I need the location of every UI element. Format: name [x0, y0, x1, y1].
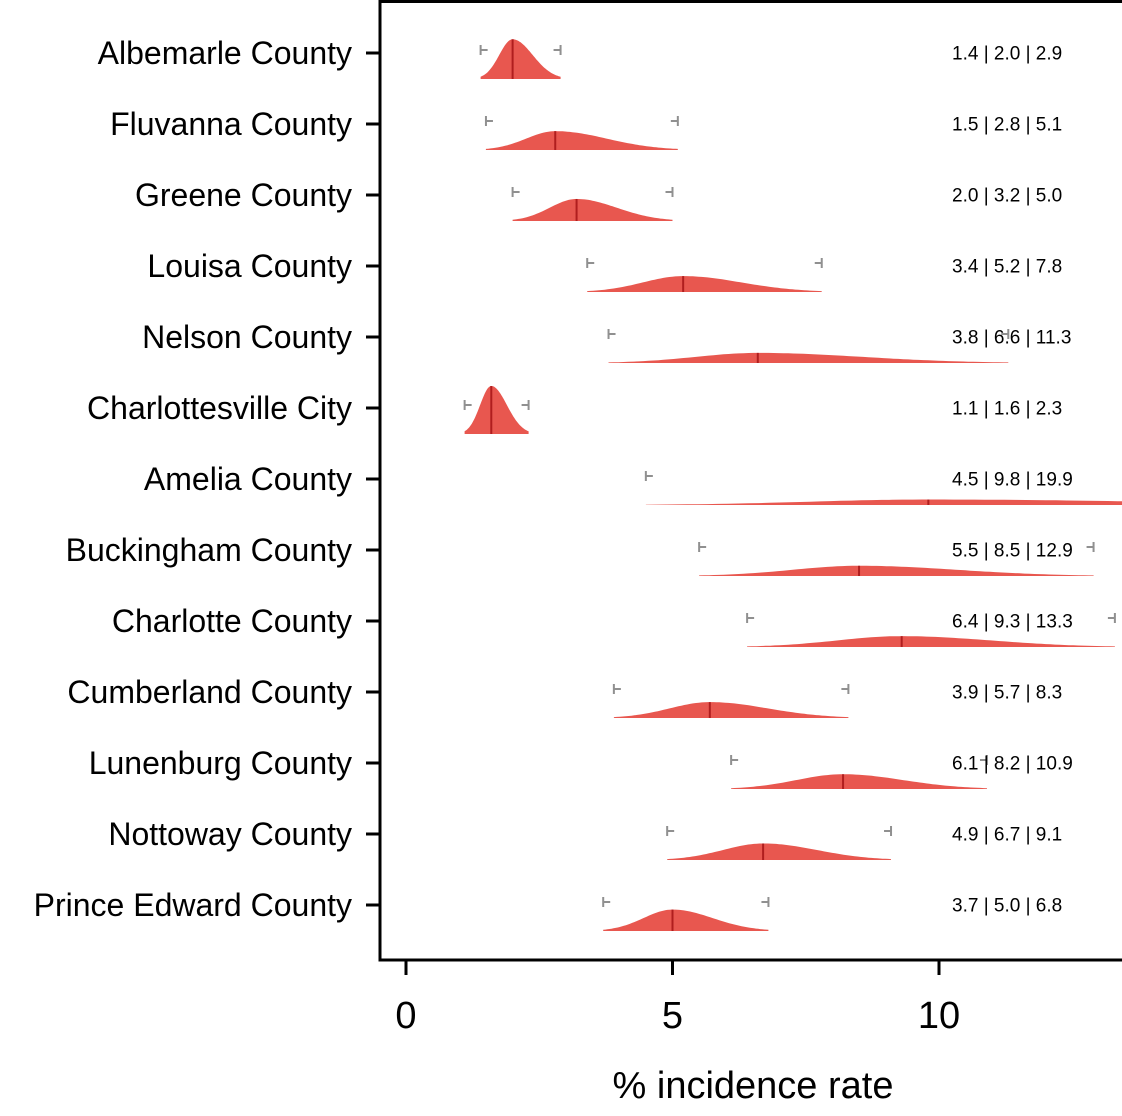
row-5: Charlottesville City 1.1 | 1.6 | 2.3: [87, 386, 1062, 434]
interval-low-mark: [666, 826, 675, 836]
axes-layer: [378, 0, 1122, 962]
row-8: Charlotte County 6.4 | 9.3 | 13.3: [112, 603, 1116, 647]
interval-high-mark: [979, 755, 988, 765]
row-10: Lunenburg County 6.1 | 8.2 | 10.9: [89, 745, 1073, 789]
row-1: Fluvanna County 1.5 | 2.8 | 5.1: [110, 106, 1062, 150]
interval-high-mark: [665, 187, 674, 197]
category-label: Cumberland County: [67, 674, 352, 710]
row-7: Buckingham County 5.5 | 8.5 | 12.9: [66, 532, 1095, 576]
ticks-layer: 05101520: [395, 960, 960, 1037]
interval-low-mark: [484, 116, 493, 126]
category-label: Albemarle County: [98, 35, 352, 71]
interval-values-label: 3.9 | 5.7 | 8.3: [952, 683, 1062, 704]
density-shape: [747, 636, 1115, 647]
interval-high-mark: [1107, 613, 1116, 623]
category-label: Charlotte County: [112, 603, 352, 639]
interval-values-label: 1.5 | 2.8 | 5.1: [952, 115, 1062, 136]
interval-high-mark: [841, 684, 850, 694]
interval-values-label: 3.8 | 6.6 | 11.3: [952, 328, 1071, 349]
interval-low-mark: [586, 258, 595, 268]
density-shape: [608, 352, 1009, 363]
x-tick-label: 0: [395, 995, 416, 1037]
rows-layer: Albemarle County 1.4 | 2.0 | 2.9 Fluvanna …: [34, 35, 1122, 931]
row-3: Louisa County 3.4 | 5.2 | 7.8: [147, 248, 1062, 292]
density-shape: [731, 774, 987, 789]
x-tick-label: 5: [662, 995, 683, 1037]
density-shape: [512, 199, 673, 221]
density-shape: [613, 702, 849, 718]
interval-low-mark: [479, 45, 488, 55]
interval-values-label: 6.1 | 8.2 | 10.9: [952, 754, 1073, 775]
density-shape: [645, 499, 1122, 505]
interval-values-label: 3.7 | 5.0 | 6.8: [952, 896, 1062, 917]
interval-low-mark: [644, 471, 653, 481]
density-shape: [485, 131, 678, 150]
row-2: Greene County 2.0 | 3.2 | 5.0: [135, 177, 1062, 221]
interval-values-label: 2.0 | 3.2 | 5.0: [952, 186, 1062, 207]
interval-high-mark: [553, 45, 562, 55]
interval-low-mark: [698, 542, 707, 552]
category-label: Nottoway County: [108, 816, 352, 852]
category-label: Louisa County: [147, 248, 352, 284]
interval-values-label: 1.4 | 2.0 | 2.9: [952, 44, 1062, 65]
category-label: Nelson County: [142, 319, 352, 355]
interval-high-mark: [521, 400, 530, 410]
category-label: Prince Edward County: [34, 887, 352, 923]
interval-high-mark: [814, 258, 823, 268]
interval-values-label: 5.5 | 8.5 | 12.9: [952, 541, 1073, 562]
row-6: Amelia County 4.5 | 9.8 | 19.9: [144, 461, 1122, 505]
interval-low-mark: [463, 400, 472, 410]
interval-values-label: 3.4 | 5.2 | 7.8: [952, 257, 1062, 278]
row-12: Prince Edward County 3.7 | 5.0 | 6.8: [34, 887, 1062, 931]
interval-values-label: 4.5 | 9.8 | 19.9: [952, 470, 1073, 491]
interval-high-mark: [884, 826, 893, 836]
row-11: Nottoway County 4.9 | 6.7 | 9.1: [108, 816, 1062, 860]
x-axis-title: % incidence rate: [613, 1065, 894, 1107]
interval-values-label: 1.1 | 1.6 | 2.3: [952, 399, 1062, 420]
interval-low-mark: [602, 897, 611, 907]
row-0: Albemarle County 1.4 | 2.0 | 2.9: [98, 35, 1062, 79]
interval-low-mark: [612, 684, 621, 694]
interval-low-mark: [511, 187, 520, 197]
interval-high-mark: [670, 116, 679, 126]
interval-high-mark: [1086, 542, 1095, 552]
row-9: Cumberland County 3.9 | 5.7 | 8.3: [67, 674, 1062, 718]
category-label: Amelia County: [144, 461, 352, 497]
density-shape: [464, 386, 529, 434]
density-shape: [480, 39, 561, 79]
category-label: Buckingham County: [66, 532, 352, 568]
interval-low-mark: [607, 329, 616, 339]
category-label: Charlottesville City: [87, 390, 352, 426]
interval-low-mark: [730, 755, 739, 765]
interval-low-mark: [746, 613, 755, 623]
interval-values-label: 6.4 | 9.3 | 13.3: [952, 612, 1073, 633]
density-shape: [667, 843, 891, 860]
category-label: Lunenburg County: [89, 745, 352, 781]
category-label: Fluvanna County: [110, 106, 352, 142]
interval-high-mark: [761, 897, 770, 907]
density-shape: [699, 565, 1094, 576]
density-shape: [603, 909, 769, 931]
density-shape: [587, 276, 822, 292]
row-4: Nelson County 3.8 | 6.6 | 11.3: [142, 319, 1071, 363]
interval-high-mark: [1001, 329, 1010, 339]
category-label: Greene County: [135, 177, 352, 213]
x-tick-label: 10: [918, 995, 960, 1037]
interval-values-label: 4.9 | 6.7 | 9.1: [952, 825, 1062, 846]
